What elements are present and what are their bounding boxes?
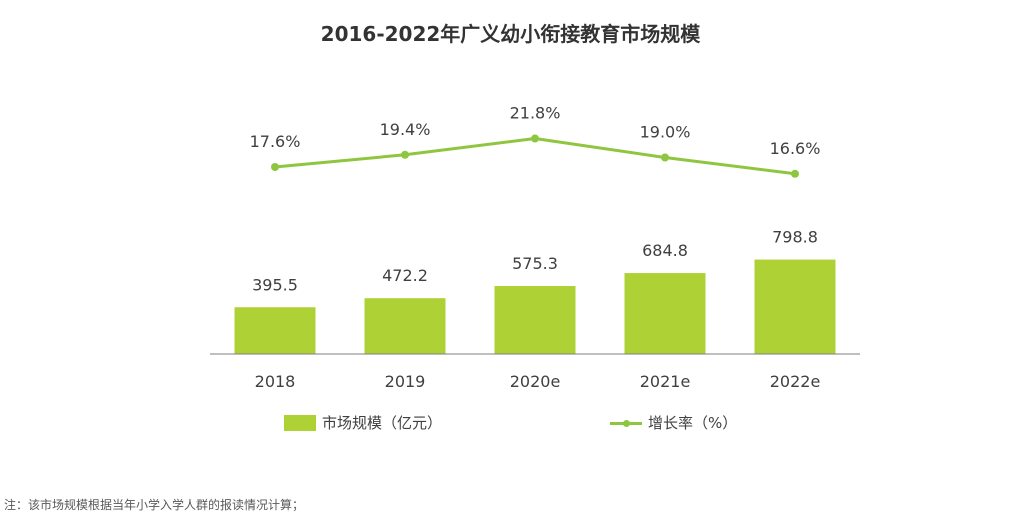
line-point	[661, 153, 669, 162]
x-tick-label: 2018	[255, 372, 296, 391]
legend-line-swatch	[610, 415, 642, 431]
x-tick-label: 2022e	[770, 372, 821, 391]
bar	[364, 298, 446, 354]
line-point	[531, 134, 539, 143]
chart-title: 2016-2022年广义幼小衔接教育市场规模	[320, 22, 701, 46]
bar	[234, 307, 316, 354]
line-value-label: 19.0%	[640, 123, 691, 142]
bar	[754, 259, 836, 354]
x-tick-label: 2021e	[640, 372, 691, 391]
bar-value-label: 798.8	[772, 228, 818, 247]
bar	[494, 285, 576, 354]
legend-bar-label: 市场规模（亿元）	[322, 414, 443, 432]
line-value-label: 19.4%	[380, 120, 431, 139]
line-point	[271, 163, 279, 171]
bar-value-label: 684.8	[642, 241, 688, 260]
bar-value-label: 575.3	[512, 254, 558, 273]
line-point	[401, 150, 409, 159]
bar	[624, 273, 706, 354]
legend-item-market-size: 市场规模（亿元）	[284, 412, 442, 433]
footnote: 注：该市场规模根据当年小学入学人群的报读情况计算；	[4, 498, 305, 512]
growth-line	[274, 137, 796, 176]
x-tick-label: 2020e	[510, 372, 561, 391]
line-value-label: 16.6%	[770, 139, 821, 158]
bar-value-label: 472.2	[382, 266, 428, 285]
line-point	[791, 169, 799, 178]
line-value-label: 17.6%	[250, 132, 301, 151]
line-value-label: 21.8%	[510, 104, 561, 123]
legend-item-growth-rate: 增长率（%）	[610, 412, 737, 433]
x-tick-label: 2019	[385, 372, 426, 391]
bar-value-label: 395.5	[252, 275, 298, 294]
legend-bar-swatch	[284, 414, 316, 431]
legend: 市场规模（亿元） 增长率（%）	[0, 412, 1021, 436]
legend-line-label: 增长率（%）	[648, 414, 738, 432]
